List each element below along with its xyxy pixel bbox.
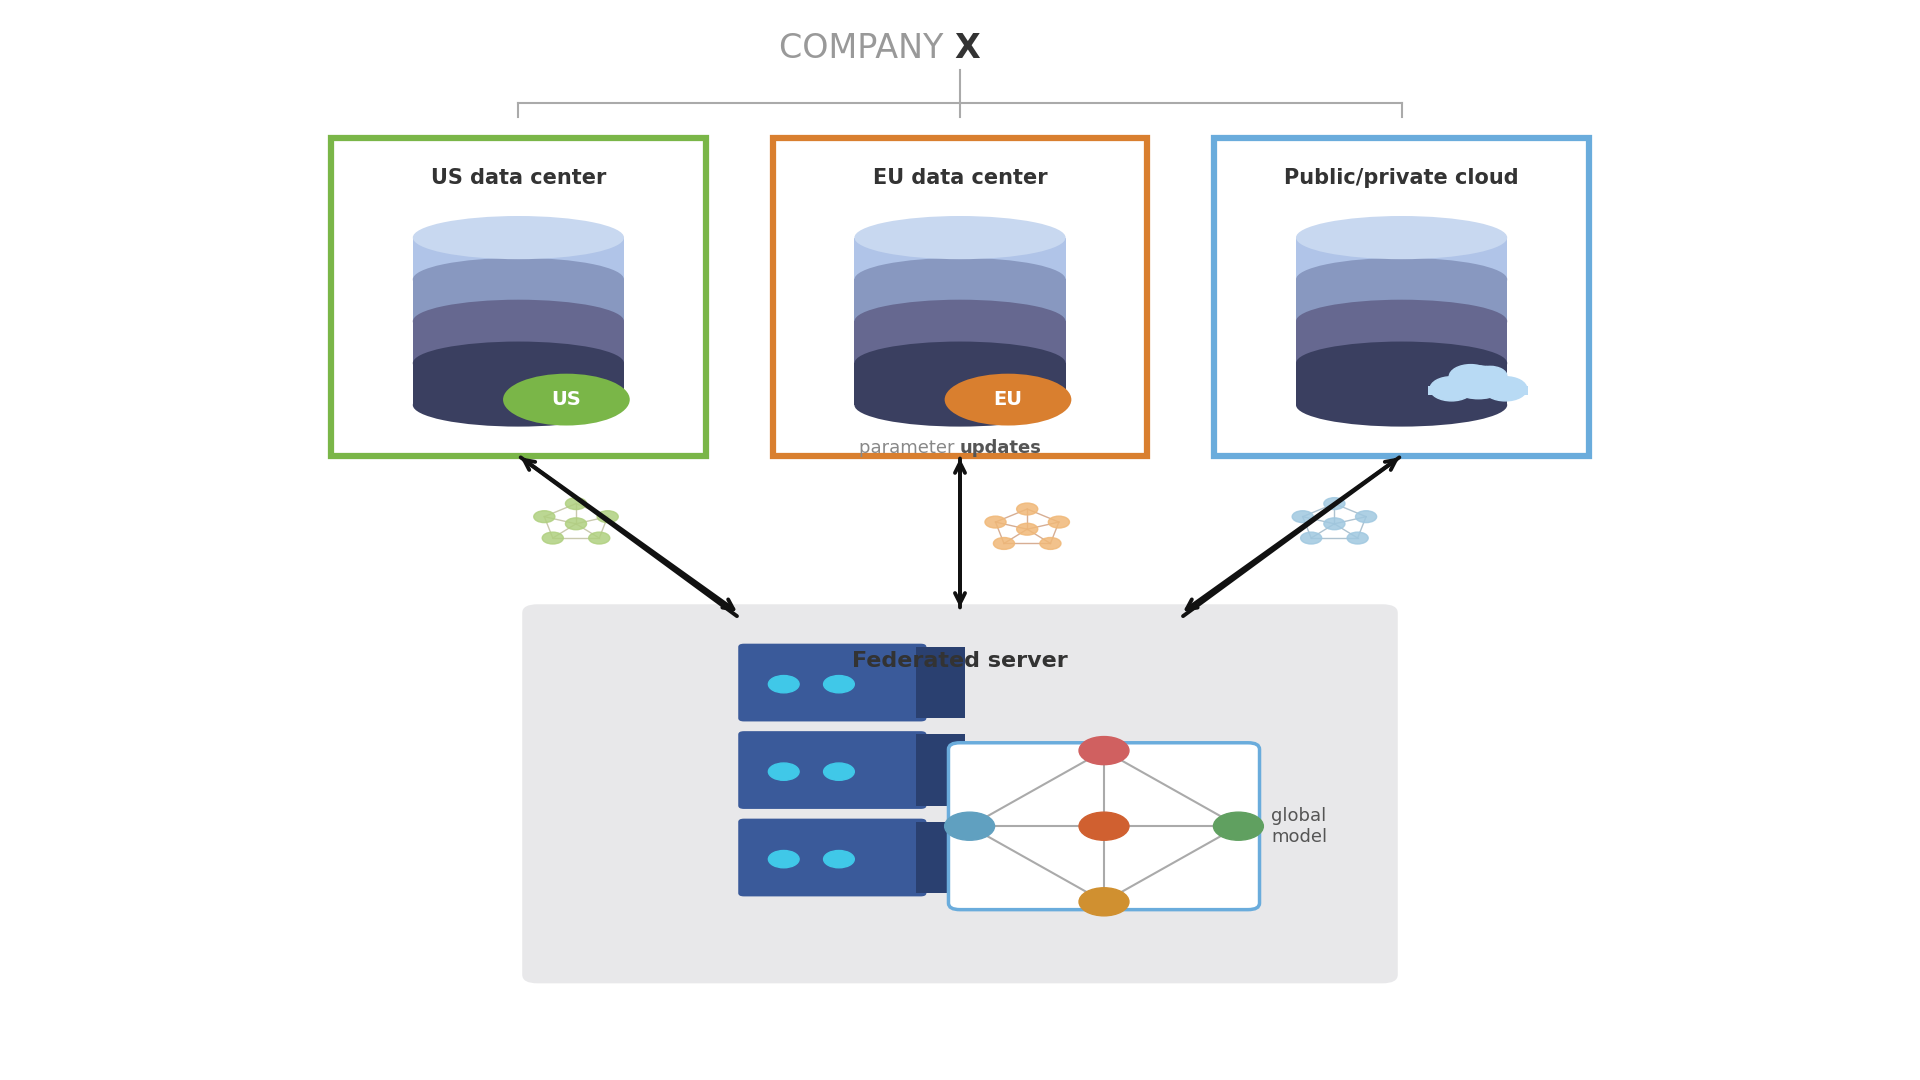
Circle shape [566,498,588,510]
Text: parameter: parameter [858,440,960,457]
FancyBboxPatch shape [522,605,1398,983]
Ellipse shape [1296,341,1507,384]
Circle shape [1450,366,1507,399]
Bar [413,280,624,321]
FancyBboxPatch shape [1213,137,1588,456]
Circle shape [945,812,995,840]
FancyBboxPatch shape [737,644,927,721]
Ellipse shape [854,216,1066,259]
Circle shape [1325,517,1344,529]
Circle shape [985,516,1006,528]
Ellipse shape [854,299,1066,343]
Text: US: US [551,390,582,409]
Ellipse shape [945,374,1071,426]
Circle shape [1300,532,1321,544]
Ellipse shape [854,258,1066,301]
Circle shape [1348,532,1369,544]
Circle shape [534,511,555,523]
Text: updates: updates [960,440,1043,457]
FancyBboxPatch shape [332,137,707,456]
Ellipse shape [854,341,1066,384]
Circle shape [1018,503,1037,515]
Text: Public/private cloud: Public/private cloud [1284,167,1519,188]
Circle shape [1041,538,1062,550]
Ellipse shape [503,374,630,426]
Circle shape [768,851,799,868]
Circle shape [768,676,799,693]
Circle shape [1079,737,1129,765]
Ellipse shape [413,299,624,343]
Bar [1296,322,1507,363]
Text: X: X [954,32,979,65]
Circle shape [1079,888,1129,916]
Bar [854,363,1066,405]
Circle shape [1048,516,1069,528]
Text: global
model: global model [1271,807,1327,846]
Circle shape [1450,365,1492,389]
Circle shape [824,851,854,868]
Circle shape [566,517,588,529]
Ellipse shape [1296,299,1507,343]
Text: EU data center: EU data center [874,167,1046,188]
FancyBboxPatch shape [737,819,927,896]
Bar [1296,363,1507,405]
Bar [413,238,624,280]
Ellipse shape [1296,258,1507,301]
Text: Federated server: Federated server [852,650,1068,671]
Circle shape [589,532,611,544]
Circle shape [541,532,563,544]
FancyBboxPatch shape [916,647,966,718]
Circle shape [1473,366,1507,386]
Circle shape [993,538,1014,550]
Text: EU: EU [993,390,1023,409]
Circle shape [768,762,799,780]
Circle shape [1484,377,1526,401]
Ellipse shape [1296,383,1507,427]
Ellipse shape [413,216,624,259]
Bar [413,322,624,363]
FancyBboxPatch shape [916,734,966,806]
Ellipse shape [413,258,624,301]
Circle shape [1325,498,1344,510]
Text: COMPANY: COMPANY [780,32,954,65]
Circle shape [1292,511,1313,523]
Circle shape [1018,523,1037,536]
Bar [1296,280,1507,321]
Bar [854,280,1066,321]
Circle shape [1079,812,1129,840]
FancyBboxPatch shape [737,731,927,809]
Bar [854,238,1066,280]
Circle shape [597,511,618,523]
Ellipse shape [854,383,1066,427]
Bar [413,363,624,405]
Circle shape [1356,511,1377,523]
Bar [1296,238,1507,280]
FancyBboxPatch shape [948,743,1260,909]
FancyBboxPatch shape [772,137,1146,456]
Ellipse shape [1296,216,1507,259]
Circle shape [824,762,854,780]
Circle shape [1213,812,1263,840]
Circle shape [1430,377,1473,401]
Bar [854,322,1066,363]
FancyBboxPatch shape [916,822,966,893]
Ellipse shape [413,383,624,427]
Ellipse shape [413,341,624,384]
Bar [1428,386,1528,395]
Text: US data center: US data center [430,167,607,188]
Circle shape [824,676,854,693]
